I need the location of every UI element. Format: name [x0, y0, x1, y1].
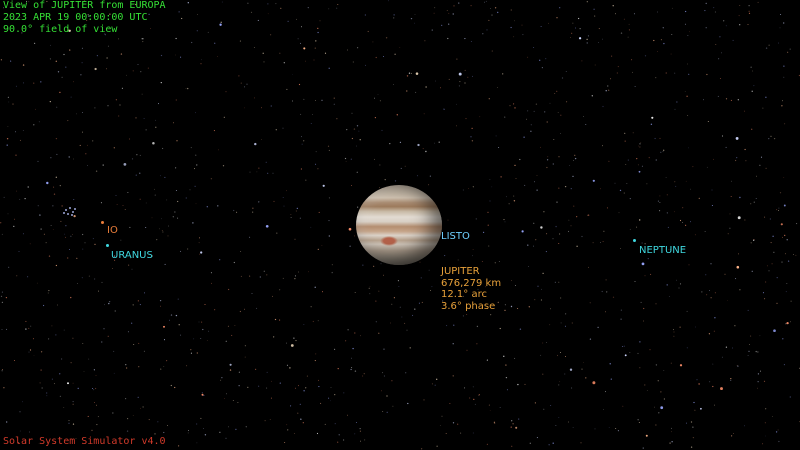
target-arc: 12.1° arc [441, 289, 487, 300]
jupiter-planet[interactable] [356, 185, 442, 265]
view-info-overlay: View of JUPITER from EUROPA 2023 APR 19 0… [3, 0, 166, 36]
neptune-label[interactable]: NEPTUNE [639, 245, 687, 256]
app-version: Solar System Simulator v4.0 [3, 436, 166, 447]
io-label[interactable]: IO [107, 225, 118, 236]
target-distance: 676,279 km [441, 277, 502, 289]
neptune-marker[interactable] [633, 239, 636, 242]
view-title: View of JUPITER from EUROPA [3, 0, 166, 11]
target-phase: 3.6° phase [441, 300, 496, 312]
view-datetime: 2023 APR 19 00:00:00 UTC [3, 12, 148, 23]
uranus-marker[interactable] [106, 244, 109, 247]
callisto-label[interactable]: LISTO [441, 231, 470, 242]
target-name: JUPITER [441, 266, 480, 277]
field-of-view: 90.0° field of view [3, 24, 118, 35]
io-marker[interactable] [101, 221, 104, 224]
target-info: JUPITER 676,279 km 12.1° arc 3.6° phase [441, 266, 501, 312]
uranus-label[interactable]: URANUS [111, 250, 153, 261]
